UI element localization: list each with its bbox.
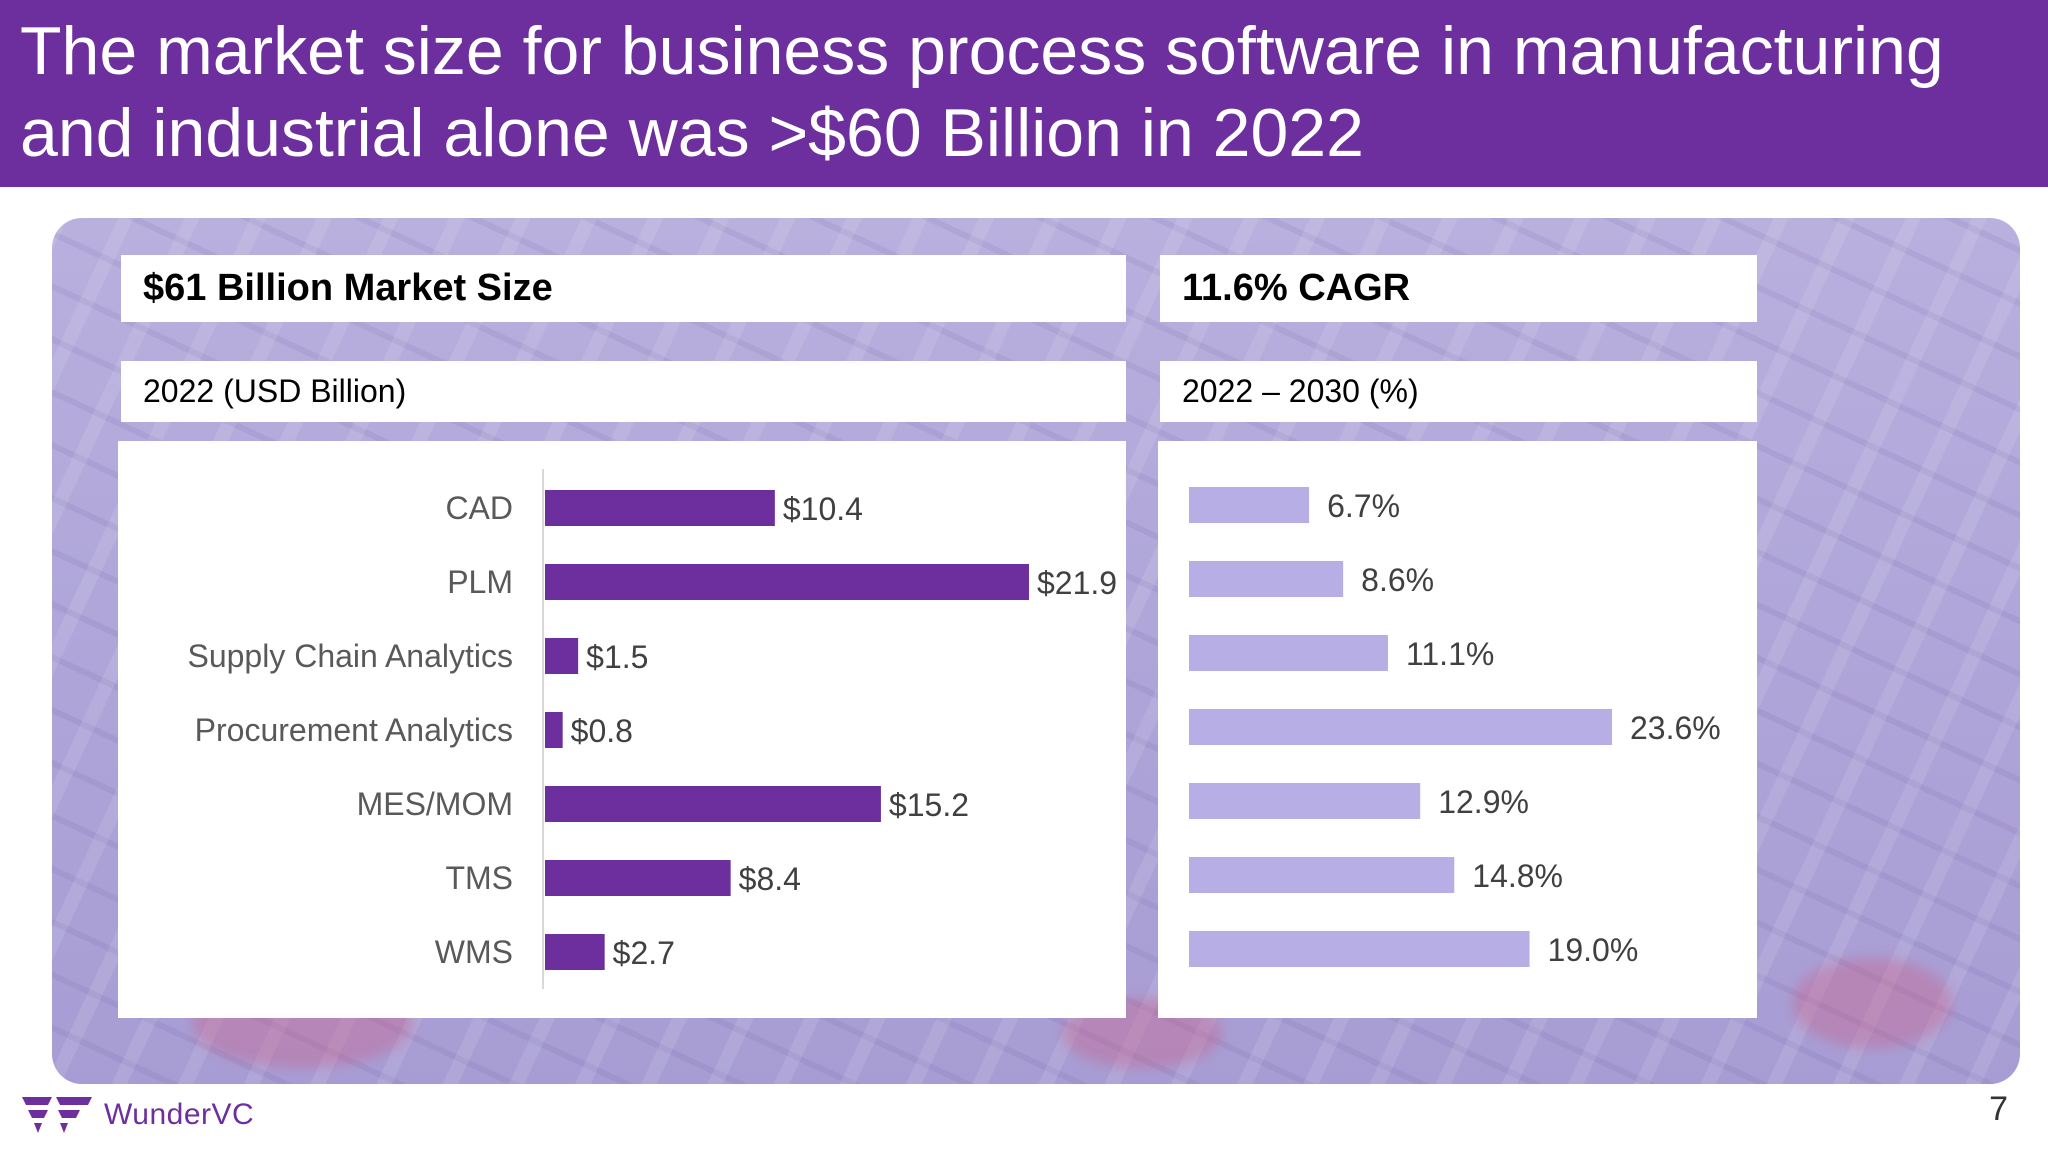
market-size-subheading: 2022 (USD Billion): [121, 361, 1126, 422]
slide-header: The market size for business process sof…: [0, 0, 2048, 187]
market-size-subheading-text: 2022 (USD Billion): [143, 373, 407, 409]
cagr-bar-tms: [1189, 857, 1455, 893]
cagr-bar-mes-mom: [1189, 783, 1421, 819]
bar-wms: [545, 934, 605, 970]
cagr-value-label-tms: 14.8%: [1472, 858, 1563, 894]
page-number: 7: [1989, 1090, 2008, 1128]
market-size-heading-text: $61 Billion Market Size: [143, 267, 553, 309]
brand-logo: WunderVC: [22, 1090, 254, 1140]
slide-title: The market size for business process sof…: [20, 13, 1944, 171]
bar-tms: [545, 860, 731, 896]
cagr-heading-text: 11.6% CAGR: [1182, 267, 1411, 309]
panel-background-blob: [1792, 958, 1952, 1048]
category-label-procurement-analytics: Procurement Analytics: [195, 712, 513, 748]
value-label-procurement-analytics: $0.8: [571, 713, 633, 749]
cagr-bar-supply-chain-analytics: [1189, 635, 1388, 671]
cagr-subheading: 2022 – 2030 (%): [1160, 361, 1757, 422]
category-label-tms: TMS: [445, 860, 513, 896]
bar-mes-mom: [545, 786, 881, 822]
cagr-value-label-procurement-analytics: 23.6%: [1630, 710, 1721, 746]
cagr-value-label-cad: 6.7%: [1327, 488, 1400, 524]
market-size-chart: CAD $10.4 PLM $21.9 Supply Chain Analytics $1…: [187, 469, 1117, 989]
category-label-wms: WMS: [435, 934, 513, 970]
category-label-mes-mom: MES/MOM: [357, 786, 513, 822]
value-label-mes-mom: $15.2: [889, 787, 969, 823]
cagr-bar-cad: [1189, 487, 1310, 523]
bar-supply-chain-analytics: [545, 638, 579, 674]
cagr-value-label-supply-chain-analytics: 11.1%: [1406, 636, 1494, 672]
bar-cad: [545, 490, 775, 526]
market-size-chart-area: CAD $10.4 PLM $21.9 Supply Chain Analytics $1…: [118, 441, 1126, 1018]
cagr-bar-procurement-analytics: [1189, 709, 1612, 745]
category-label-cad: CAD: [445, 490, 513, 526]
cagr-subheading-text: 2022 – 2030 (%): [1182, 373, 1419, 409]
cagr-bar-plm: [1189, 561, 1344, 597]
brand-name: WunderVC: [104, 1098, 255, 1131]
category-label-plm: PLM: [447, 564, 513, 600]
value-label-wms: $2.7: [613, 935, 675, 971]
cagr-value-label-plm: 8.6%: [1361, 562, 1434, 598]
cagr-value-label-mes-mom: 12.9%: [1438, 784, 1529, 820]
value-label-supply-chain-analytics: $1.5: [586, 639, 648, 675]
bar-procurement-analytics: [545, 712, 563, 748]
market-size-heading: $61 Billion Market Size: [121, 255, 1126, 322]
cagr-value-label-wms: 19.0%: [1548, 932, 1639, 968]
bar-plm: [545, 564, 1029, 600]
cagr-chart: 6.7% 8.6% 11.1% 23.6% 12.9% 14.8% 19.0%: [1189, 487, 1721, 968]
wundervc-logo-icon: [22, 1097, 92, 1133]
category-label-supply-chain-analytics: Supply Chain Analytics: [187, 638, 513, 674]
cagr-chart-area: 6.7% 8.6% 11.1% 23.6% 12.9% 14.8% 19.0%: [1158, 441, 1757, 1018]
cagr-heading: 11.6% CAGR: [1160, 255, 1757, 322]
cagr-bar-wms: [1189, 931, 1530, 967]
value-label-cad: $10.4: [783, 491, 863, 527]
value-label-plm: $21.9: [1037, 565, 1117, 601]
value-label-tms: $8.4: [739, 861, 801, 897]
